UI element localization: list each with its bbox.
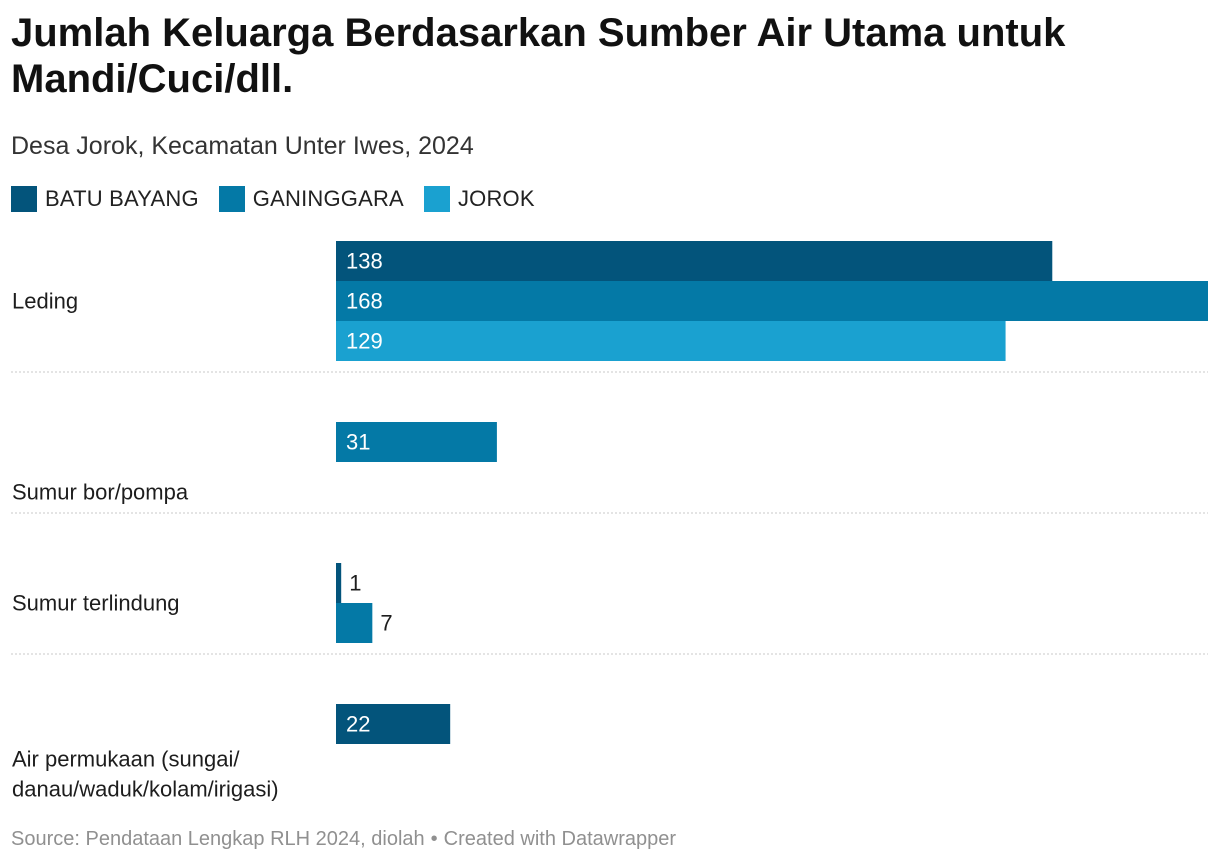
value-label-leding-batu-bayang: 138 xyxy=(346,249,383,274)
bar-leding-batu-bayang xyxy=(336,241,1053,281)
credit-note: Created with Datawrapper xyxy=(443,828,677,850)
source-note: Source: Pendataan Lengkap RLH 2024, diol… xyxy=(11,828,425,850)
legend-item-ganinggara: GANINGGARA xyxy=(218,186,404,212)
footer: Source: Pendataan Lengkap RLH 2024, diol… xyxy=(11,828,676,851)
chart-subtitle: Desa Jorok, Kecamatan Unter Iwes, 2024 xyxy=(11,132,474,160)
bar-chart: Leding 138 168 129 Sumur bor/pompa 31 Sumur te… xyxy=(11,241,1208,802)
bar-sumur-terlindung-ganinggara xyxy=(336,603,373,643)
legend-swatch-jorok xyxy=(423,186,450,212)
bar-air-permukaan-sungai-danau-waduk-kolam-irigasi-batu-bayang xyxy=(336,704,451,744)
footer-separator: • xyxy=(430,828,438,850)
bar-sumur-bor-pompa-ganinggara xyxy=(336,422,497,462)
value-label-leding-ganinggara: 168 xyxy=(346,289,383,314)
value-label-leding-jorok: 129 xyxy=(346,329,383,354)
value-label-sumur-bor-pompa-ganinggara: 31 xyxy=(346,430,370,455)
legend-item-jorok: JOROK xyxy=(423,186,535,212)
bar-leding-ganinggara xyxy=(336,281,1208,321)
value-label-air-permukaan-sungai-danau-waduk-kolam-irigasi-batu-bayang: 22 xyxy=(346,712,370,737)
value-label-sumur-terlindung-batu-bayang: 1 xyxy=(349,571,361,596)
chart-title: Jumlah Keluarga Berdasarkan Sumber Air U… xyxy=(11,11,1066,101)
bar-sumur-terlindung-batu-bayang xyxy=(336,563,342,603)
category-label-leding: Leding xyxy=(12,289,78,314)
legend: BATU BAYANG GANINGGARA JOROK xyxy=(11,186,555,212)
category-label-air-permukaan-sungai-danau-waduk-kolam-irigasi-line-1: Air permukaan (sungai/ xyxy=(12,747,240,772)
category-label-sumur-terlindung: Sumur terlindung xyxy=(12,591,180,616)
category-label-sumur-bor-pompa: Sumur bor/pompa xyxy=(12,480,189,505)
value-label-sumur-terlindung-ganinggara: 7 xyxy=(380,611,392,636)
legend-label-ganinggara: GANINGGARA xyxy=(252,186,404,211)
legend-label-jorok: JOROK xyxy=(457,186,535,211)
category-label-air-permukaan-sungai-danau-waduk-kolam-irigasi-line-2: danau/waduk/kolam/irigasi) xyxy=(12,777,279,802)
legend-label-batu-bayang: BATU BAYANG xyxy=(45,186,199,211)
legend-swatch-batu-bayang xyxy=(11,186,37,212)
legend-swatch-ganinggara xyxy=(218,186,245,212)
legend-item-batu-bayang: BATU BAYANG xyxy=(11,186,199,212)
bar-leding-jorok xyxy=(336,321,1006,361)
